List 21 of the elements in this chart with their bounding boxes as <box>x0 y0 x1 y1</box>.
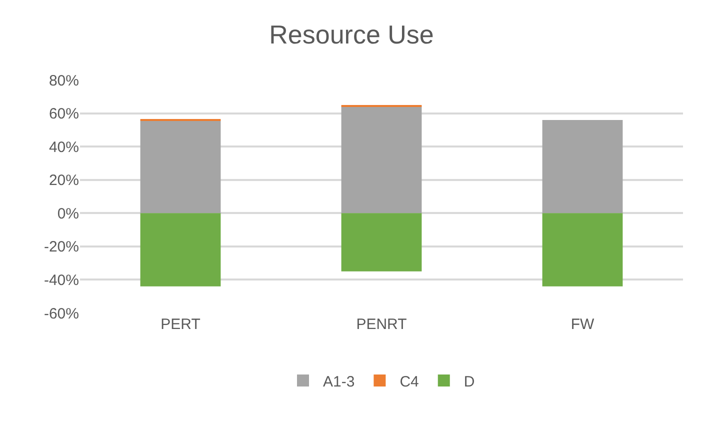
y-tick-label: 80% <box>48 72 79 90</box>
legend-label: A1-3 <box>323 373 355 390</box>
bar <box>542 213 623 286</box>
y-tick-label: 20% <box>48 172 79 190</box>
legend-label: C4 <box>400 373 419 390</box>
y-tick-label: 0% <box>57 205 79 222</box>
y-tick-label: -60% <box>44 305 79 322</box>
y-tick-label: 40% <box>48 138 79 156</box>
x-tick-label: PENRT <box>356 316 407 333</box>
bar <box>140 120 221 214</box>
x-tick-label: FW <box>570 316 595 333</box>
legend-label: D <box>464 373 475 390</box>
bar <box>341 106 422 214</box>
y-tick-label: -40% <box>44 272 79 289</box>
y-tick-label: 60% <box>48 106 79 123</box>
bar <box>542 120 623 214</box>
bar <box>341 213 422 272</box>
bar <box>140 213 221 286</box>
chart-title: Resource Use <box>269 20 434 50</box>
x-tick-label: PERT <box>160 316 200 333</box>
y-tick-label: -20% <box>44 238 79 256</box>
